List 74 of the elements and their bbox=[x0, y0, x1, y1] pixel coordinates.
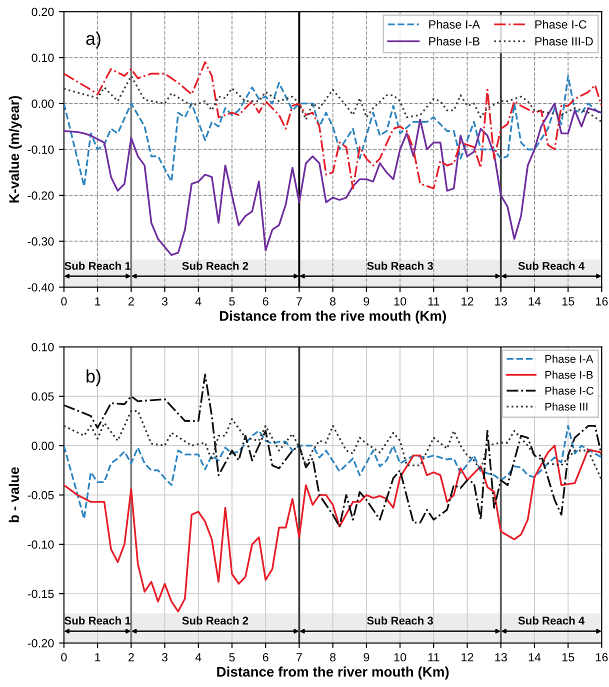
x-axis-title: Distance from the river mouth (Km) bbox=[217, 666, 449, 680]
x-tick-label: 4 bbox=[195, 297, 202, 306]
band-label: Sub Reach 2 bbox=[182, 262, 248, 270]
x-tick-label: 14 bbox=[528, 653, 541, 662]
x-tick-label: 4 bbox=[195, 653, 202, 662]
x-tick-label: 9 bbox=[364, 653, 370, 662]
band-label: Sub Reach 2 bbox=[182, 616, 248, 625]
x-tick-label: 8 bbox=[330, 297, 336, 306]
x-tick-label: 10 bbox=[394, 297, 406, 306]
y-tick-label: 0.10 bbox=[32, 54, 54, 62]
y-axis-title: K-value (m/year) bbox=[8, 96, 22, 203]
annotation: a) bbox=[86, 32, 100, 48]
legend-label: Phase I-A bbox=[545, 354, 594, 363]
x-tick-label: 0 bbox=[61, 297, 67, 306]
x-axis-title: Distance from the rive mouth (Km) bbox=[220, 310, 446, 324]
x-tick-label: 0 bbox=[61, 653, 67, 662]
y-tick-label: -0.15 bbox=[28, 590, 54, 598]
y-tick-label: 0.10 bbox=[32, 342, 54, 352]
line-series bbox=[64, 444, 602, 612]
y-tick-label: 0.00 bbox=[32, 100, 54, 108]
legend-label: Phase I-B bbox=[429, 36, 480, 46]
x-tick-label: 2 bbox=[128, 653, 134, 662]
y-tick-label: 0.00 bbox=[32, 442, 54, 450]
band-label: Sub Reach 4 bbox=[518, 262, 585, 270]
x-tick-label: 10 bbox=[394, 653, 406, 662]
x-tick-label: 13 bbox=[495, 653, 507, 662]
x-tick-label: 7 bbox=[296, 297, 302, 306]
line-series bbox=[64, 424, 602, 520]
y-tick-label: -0.20 bbox=[28, 639, 54, 648]
x-tick-label: 6 bbox=[262, 653, 268, 662]
y-tick-label: -0.05 bbox=[28, 491, 54, 500]
x-tick-label: 14 bbox=[528, 297, 541, 306]
y-tick-label: -0.10 bbox=[28, 145, 54, 154]
line-series bbox=[64, 410, 602, 482]
x-tick-label: 16 bbox=[596, 653, 608, 662]
x-tick-label: 12 bbox=[462, 653, 474, 662]
x-tick-label: 1 bbox=[95, 653, 100, 662]
x-tick-label: 3 bbox=[162, 653, 168, 662]
x-tick-label: 13 bbox=[495, 297, 507, 306]
x-tick-label: 12 bbox=[462, 297, 474, 306]
x-tick-label: 16 bbox=[596, 297, 608, 306]
x-tick-label: 8 bbox=[330, 653, 336, 662]
y-tick-label: -0.30 bbox=[28, 237, 54, 246]
x-tick-label: 6 bbox=[262, 297, 268, 306]
legend-label: Phase I-C bbox=[535, 20, 586, 29]
x-tick-label: 1 bbox=[95, 297, 100, 306]
x-tick-label: 5 bbox=[229, 297, 235, 306]
y-tick-label: 0.20 bbox=[32, 8, 54, 16]
band-label: Sub Reach 3 bbox=[367, 616, 433, 625]
band-label: Sub Reach 4 bbox=[518, 616, 585, 625]
legend-label: Phase III-D bbox=[535, 36, 593, 46]
band-label: Sub Reach 1 bbox=[64, 262, 131, 270]
x-tick-label: 9 bbox=[364, 297, 370, 306]
x-tick-label: 15 bbox=[562, 297, 574, 306]
x-tick-label: 7 bbox=[296, 653, 302, 662]
y-tick-label: -0.40 bbox=[28, 283, 54, 292]
y-axis-title: b - value bbox=[8, 467, 20, 522]
legend-label: Phase I-C bbox=[545, 386, 594, 395]
legend-label: Phase I-B bbox=[545, 370, 593, 379]
annotation: b) bbox=[86, 369, 100, 386]
x-tick-label: 5 bbox=[229, 653, 235, 662]
legend-label: Phase III bbox=[545, 402, 588, 411]
line-series bbox=[64, 102, 602, 256]
band-label: Sub Reach 3 bbox=[367, 262, 433, 270]
y-tick-label: 0.05 bbox=[32, 392, 54, 401]
x-tick-label: 11 bbox=[428, 297, 440, 306]
x-tick-label: 15 bbox=[562, 653, 574, 662]
legend-label: Phase I-A bbox=[429, 20, 480, 29]
x-tick-label: 11 bbox=[428, 653, 440, 662]
x-tick-label: 2 bbox=[128, 297, 134, 306]
band-label: Sub Reach 1 bbox=[64, 616, 131, 625]
x-tick-label: 3 bbox=[162, 297, 168, 306]
y-tick-label: -0.20 bbox=[28, 191, 54, 200]
y-tick-label: -0.10 bbox=[28, 540, 54, 549]
